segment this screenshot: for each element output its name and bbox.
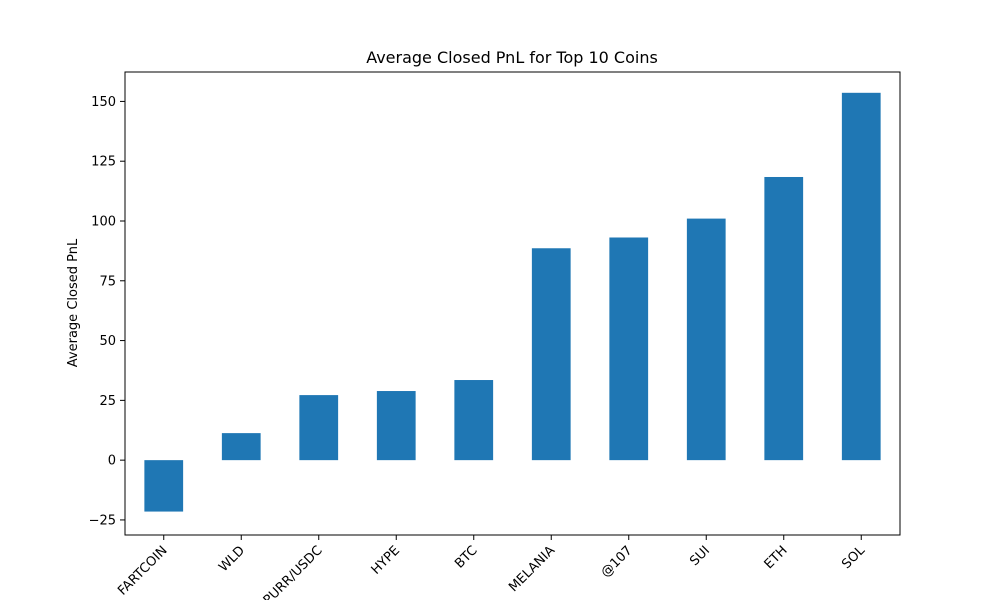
bar-sui: [686, 218, 726, 461]
bar-btc: [454, 380, 494, 461]
bar-melania: [531, 248, 571, 461]
y-tick-label: −25: [89, 513, 116, 528]
bar-purr-usdc: [299, 395, 339, 461]
x-tick-label: @107: [598, 543, 635, 580]
x-tick-label: MELANIA: [506, 543, 558, 595]
x-tick-label: ETH: [762, 543, 791, 572]
x-tick-label: WLD: [216, 543, 248, 575]
y-axis-label: Average Closed PnL: [66, 238, 81, 367]
x-tick-label: BTC: [452, 543, 480, 571]
y-tick-label: 125: [91, 155, 116, 170]
y-tick-label: 100: [91, 214, 116, 229]
x-tick-label: FARTCOIN: [115, 543, 170, 598]
plot-frame: [124, 71, 901, 536]
y-tick-label: 75: [99, 274, 116, 289]
bar-wld: [221, 433, 261, 461]
y-tick-label: 0: [108, 454, 116, 469]
bar-fartcoin: [144, 460, 184, 512]
x-tick-label: SUI: [687, 543, 713, 569]
x-tick-label: SOL: [839, 543, 868, 572]
bar-hype: [376, 391, 416, 461]
chart-title: Average Closed PnL for Top 10 Coins: [366, 48, 658, 67]
x-tick-label: HYPE: [369, 543, 403, 577]
x-tick-label: PURR/USDC: [261, 543, 326, 600]
x-axis: FARTCOIN WLD PURR/USDC HYPE BTC MELANIA @107 SU…: [115, 535, 869, 604]
y-tick-label: 50: [99, 334, 116, 349]
y-tick-label: 25: [99, 394, 116, 409]
bar-eth: [764, 176, 804, 461]
y-axis: −25 0 25 50 75 100 125 150: [89, 95, 125, 528]
bar--107: [609, 237, 649, 461]
bar-sol: [841, 92, 881, 461]
y-tick-label: 150: [91, 95, 116, 110]
bars: [144, 92, 881, 512]
